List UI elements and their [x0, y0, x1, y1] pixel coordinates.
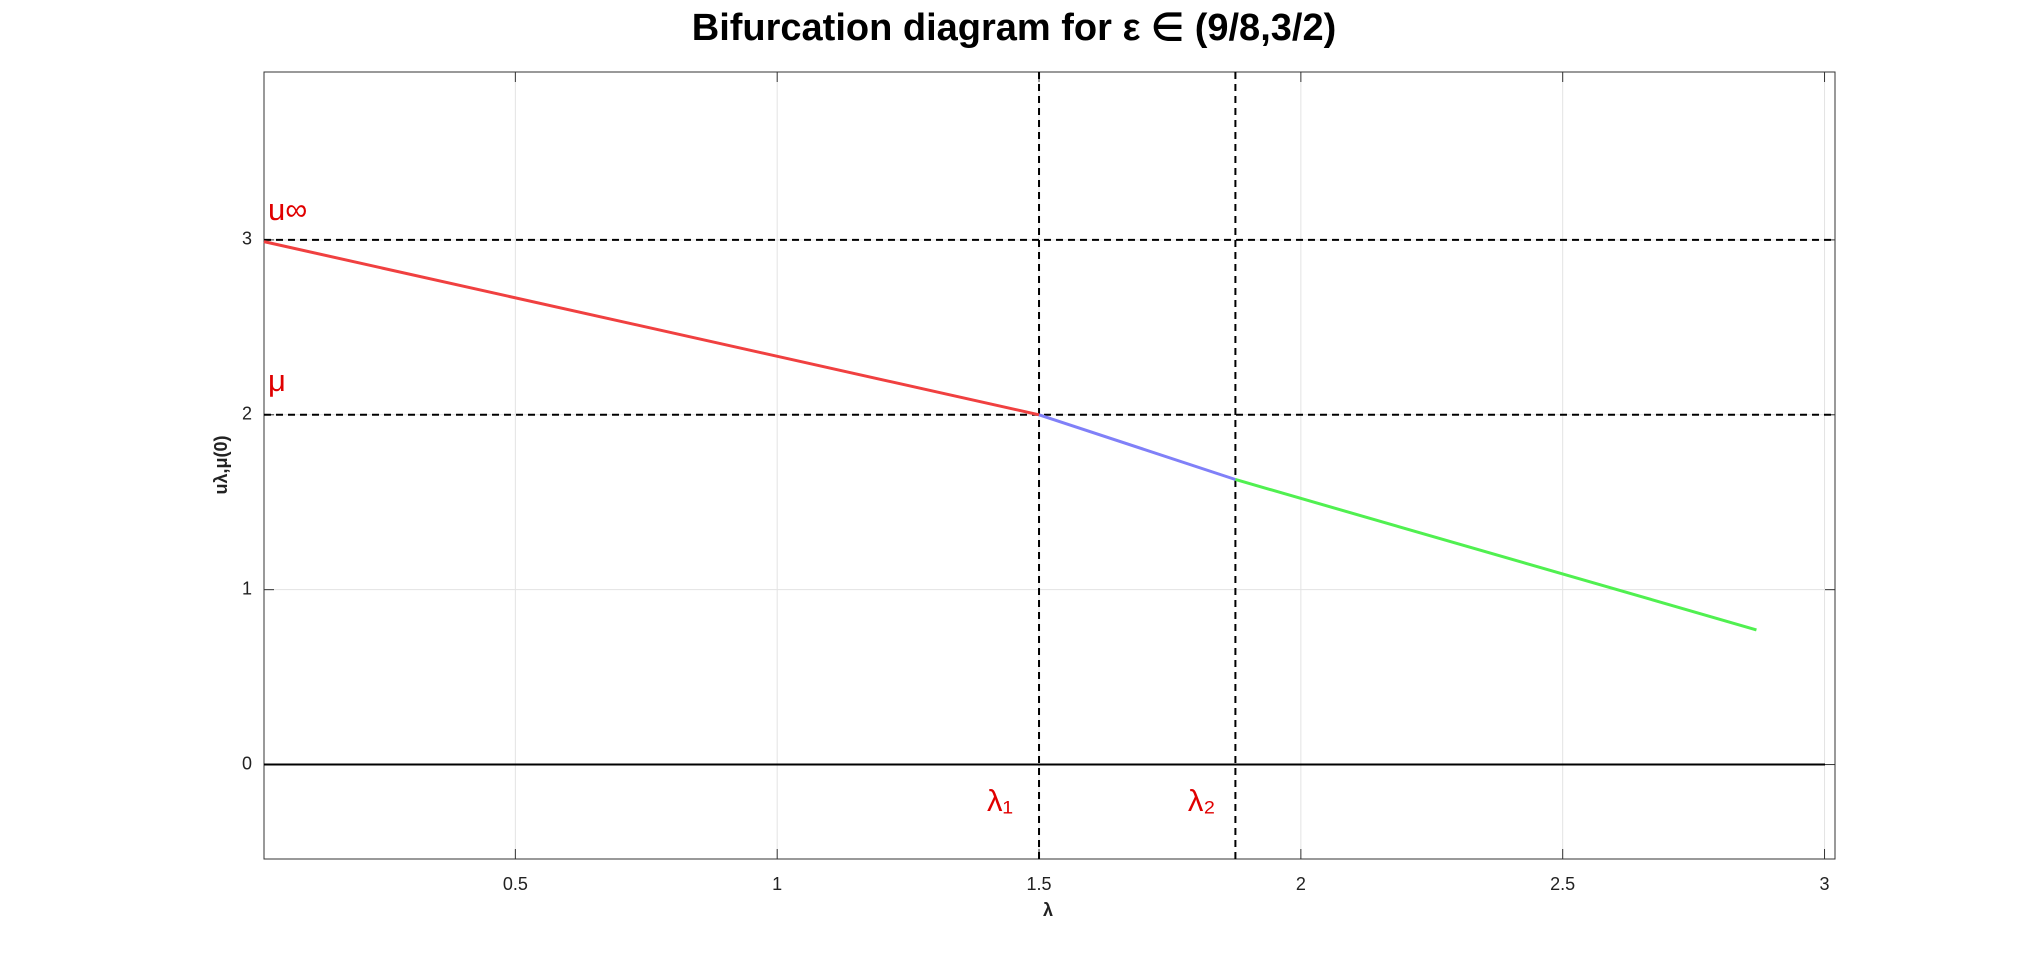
annotation: λ₂	[1188, 783, 1216, 818]
data-line	[1234, 478, 1757, 632]
y-tick-label: 3	[242, 229, 252, 249]
annotation: λ₁	[987, 783, 1013, 818]
data-line	[1038, 413, 1236, 481]
y-tick-label: 1	[242, 578, 252, 598]
chart-title: Bifurcation diagram for ε ∈ (9/8,3/2)	[692, 7, 1336, 49]
y-axis-label: uλ,μ(0)	[211, 435, 231, 494]
x-tick-label: 0.5	[503, 874, 528, 894]
x-tick-label: 3	[1820, 874, 1830, 894]
annotation: μ	[268, 363, 286, 398]
x-tick-label: 1	[772, 874, 782, 894]
plot-frame	[263, 71, 1836, 860]
annotation: u∞	[268, 192, 307, 227]
x-tick-label: 1.5	[1027, 874, 1052, 894]
x-axis-label: λ	[1043, 900, 1053, 920]
y-tick-label: 2	[242, 404, 252, 424]
data-line	[263, 240, 1040, 417]
x-tick-label: 2.5	[1550, 874, 1575, 894]
x-tick-label: 2	[1296, 874, 1306, 894]
y-tick-label: 0	[242, 753, 252, 773]
